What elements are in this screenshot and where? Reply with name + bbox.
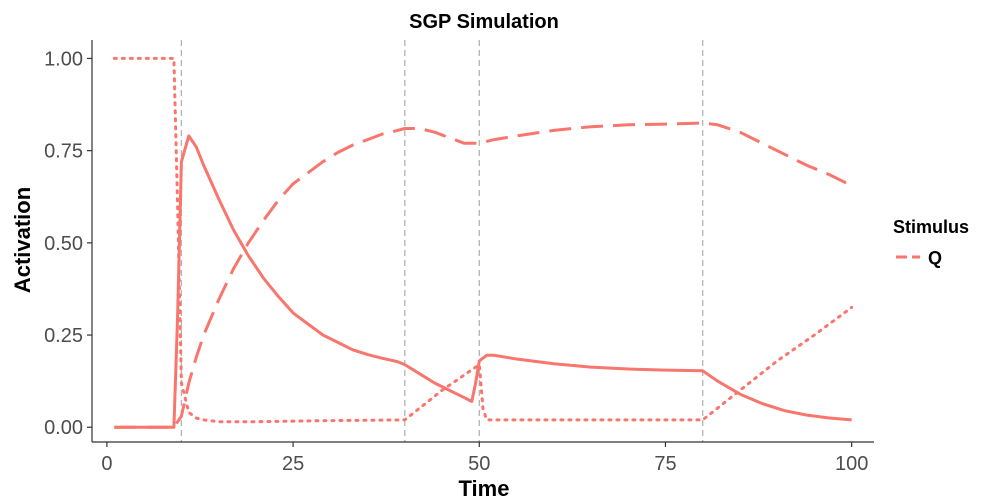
y-tick-label: 0.00 (44, 417, 83, 439)
x-axis-ticks: 0 25 50 75 100 (101, 442, 868, 475)
y-tick-label: 0.25 (44, 325, 83, 347)
x-tick-label: 100 (835, 453, 868, 475)
legend-title: Stimulus (893, 217, 969, 237)
x-tick-label: 75 (654, 453, 676, 475)
series-line-dashed (114, 121, 853, 429)
y-tick-label: 0.50 (44, 233, 83, 255)
series-line-dotted (112, 56, 854, 424)
x-tick-label: 0 (101, 453, 112, 475)
y-tick-label: 1.00 (44, 48, 83, 70)
legend: Stimulus Q (893, 217, 969, 268)
series-line-solid (114, 134, 852, 429)
legend-label-q: Q (928, 248, 942, 268)
y-tick-label: 0.75 (44, 141, 83, 163)
y-axis-title: Activation (10, 187, 35, 293)
y-axis-ticks: 0.00 0.25 0.50 0.75 1.00 (44, 48, 92, 439)
chart-title: SGP Simulation (409, 11, 559, 33)
event-lines (180, 40, 704, 442)
x-tick-label: 25 (282, 453, 304, 475)
x-tick-label: 50 (468, 453, 490, 475)
x-axis-title: Time (459, 476, 510, 500)
series-layer (112, 56, 854, 429)
